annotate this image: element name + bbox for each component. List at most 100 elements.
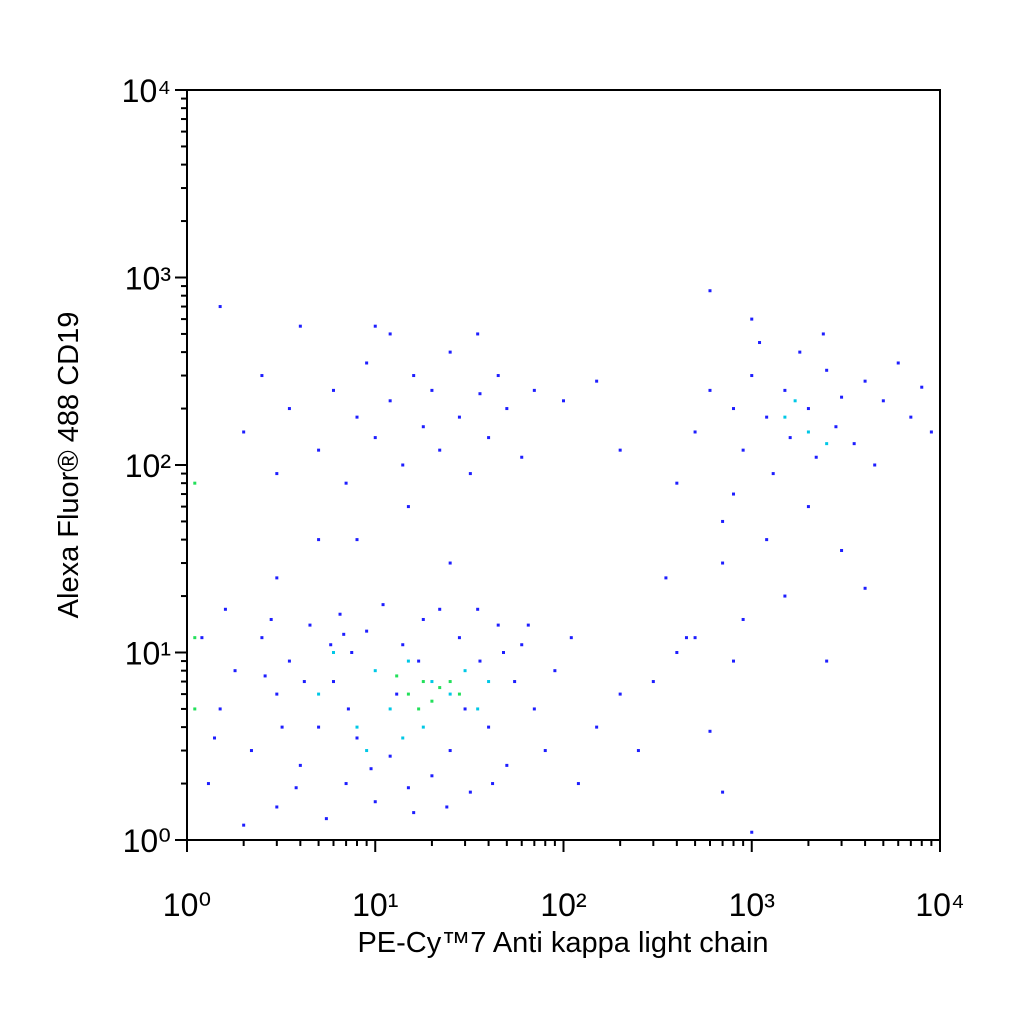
point (438, 686, 442, 690)
x-tick-label: 10¹ (352, 887, 398, 923)
point (302, 680, 306, 684)
point (721, 519, 725, 523)
point (445, 805, 449, 809)
x-tick-label: 10³ (729, 887, 776, 923)
point (863, 586, 867, 590)
point (406, 786, 410, 790)
point (373, 436, 377, 440)
point (287, 659, 291, 663)
point (468, 790, 472, 794)
point (496, 623, 500, 627)
point (487, 725, 491, 729)
point (275, 692, 279, 696)
point (501, 651, 505, 654)
point (275, 472, 279, 476)
point (448, 350, 452, 354)
point (395, 692, 399, 696)
point (505, 763, 509, 767)
point (275, 576, 279, 580)
point (346, 707, 350, 711)
point (406, 692, 410, 696)
point (331, 388, 335, 392)
point (263, 674, 267, 678)
point (741, 617, 745, 621)
point (873, 463, 877, 467)
point (562, 399, 565, 403)
point (457, 636, 461, 640)
point (438, 448, 442, 452)
point (651, 680, 655, 684)
point (487, 436, 491, 440)
point (463, 669, 467, 673)
point (771, 472, 775, 476)
point (576, 782, 580, 786)
point (457, 415, 461, 419)
point (478, 392, 482, 396)
point (329, 643, 333, 647)
point (294, 786, 298, 790)
point (430, 774, 434, 778)
x-tick-label: 10² (540, 887, 587, 923)
y-tick-label: 10⁴ (122, 73, 171, 109)
point (373, 324, 377, 328)
point (543, 749, 547, 753)
point (569, 636, 573, 640)
point (417, 707, 421, 711)
point (896, 361, 900, 365)
point (324, 817, 328, 821)
point (496, 374, 500, 378)
point (388, 399, 392, 403)
point (532, 388, 536, 392)
point (741, 448, 745, 452)
point (675, 481, 679, 485)
point (750, 374, 754, 378)
point (417, 659, 421, 663)
point (430, 388, 434, 392)
point (317, 725, 321, 729)
point (395, 674, 399, 678)
point (421, 617, 425, 621)
point (365, 629, 369, 633)
point (233, 669, 237, 673)
point (834, 425, 838, 429)
point (260, 636, 264, 640)
point (721, 790, 725, 794)
point (684, 636, 688, 640)
point (595, 379, 599, 383)
point (457, 692, 461, 696)
point (355, 725, 359, 729)
point (223, 607, 227, 611)
point (708, 388, 712, 392)
point (242, 823, 246, 827)
point (693, 636, 697, 640)
point (242, 430, 246, 434)
point (721, 561, 725, 565)
point (193, 707, 197, 711)
point (487, 680, 491, 684)
y-axis-label: Alexa Fluor® 488 CD19 (53, 312, 85, 619)
point (476, 707, 480, 711)
point (732, 659, 736, 663)
point (421, 725, 425, 729)
point (553, 669, 557, 673)
point (369, 767, 373, 771)
point (636, 749, 640, 753)
point (675, 651, 679, 654)
x-tick-label: 10⁰ (163, 887, 211, 923)
point (342, 632, 346, 636)
point (401, 736, 405, 740)
point (788, 436, 792, 440)
point (840, 395, 844, 399)
point (693, 430, 697, 434)
point (430, 699, 434, 703)
point (708, 729, 712, 733)
point (412, 811, 416, 815)
point (478, 659, 482, 663)
point (317, 538, 321, 542)
point (206, 782, 210, 786)
point (200, 636, 204, 640)
point (825, 659, 829, 663)
point (708, 289, 712, 293)
